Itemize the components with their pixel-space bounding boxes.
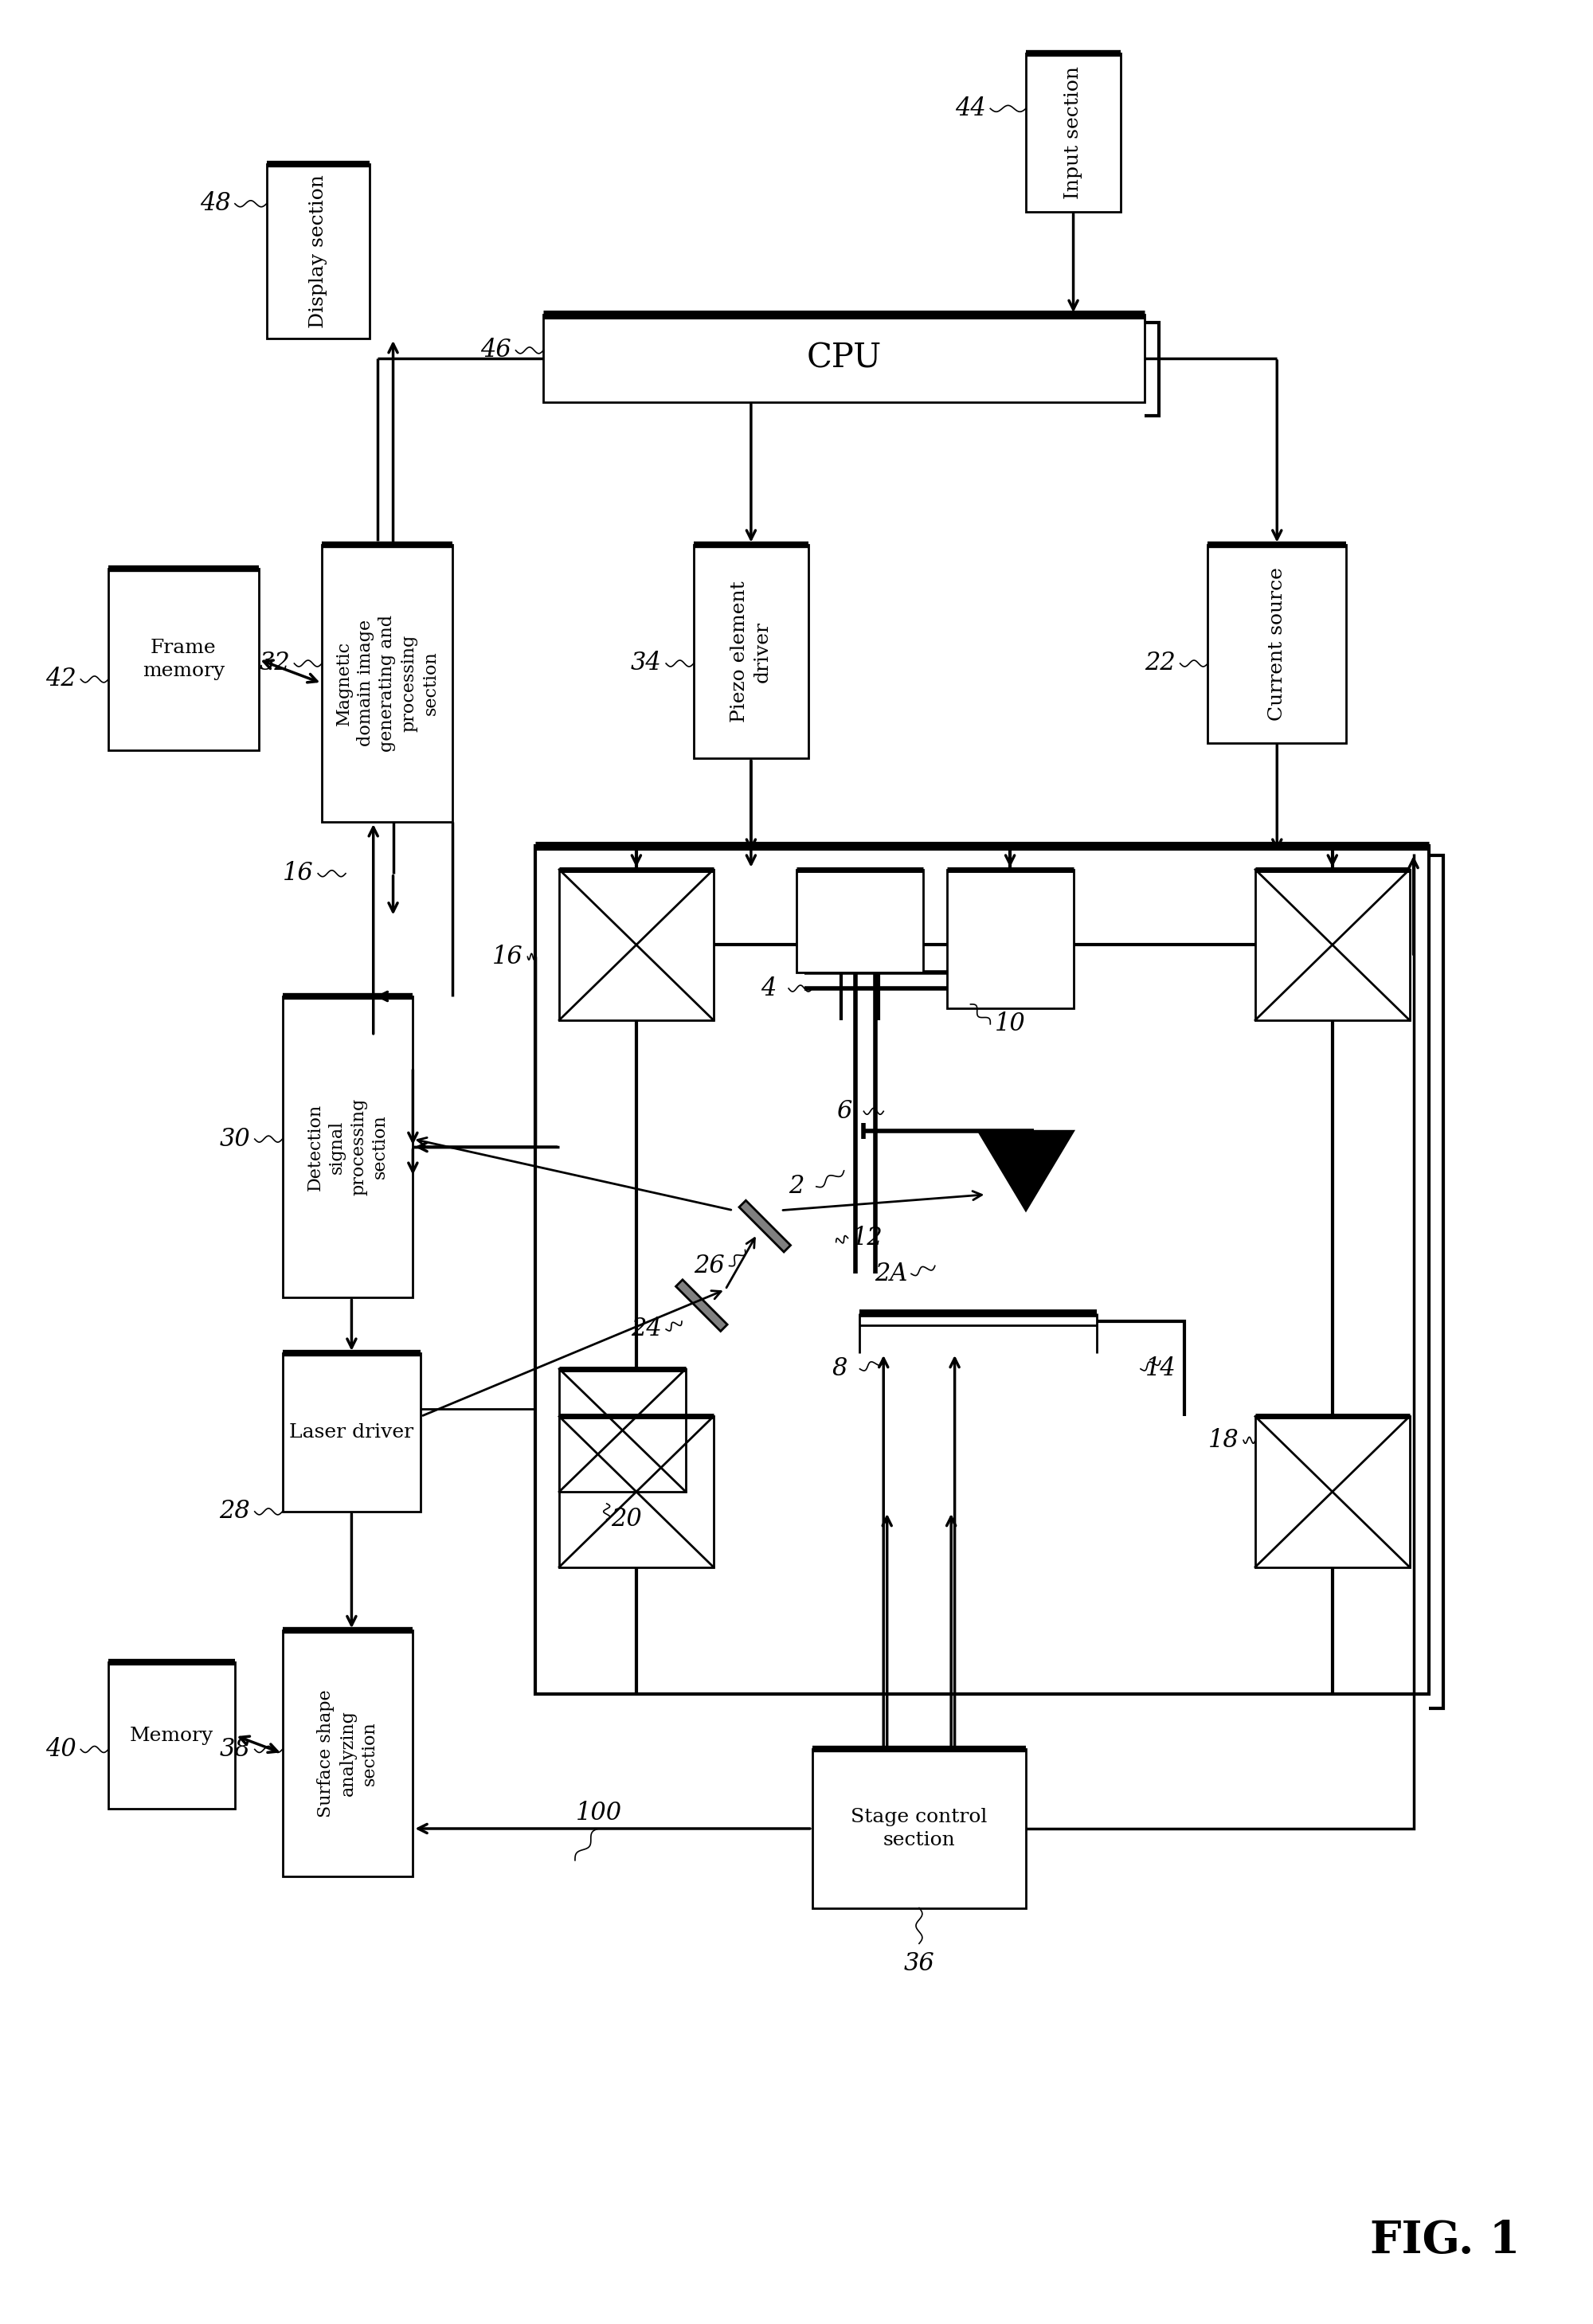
Text: Memory: Memory: [129, 1727, 213, 1745]
Text: Piezo element
driver: Piezo element driver: [731, 581, 771, 723]
Text: 4: 4: [761, 976, 776, 1002]
Text: 100: 100: [575, 1801, 621, 1824]
Text: 10: 10: [994, 1011, 1026, 1037]
Bar: [282, 1631, 413, 1875]
Text: Magnetic
domain image
generating and
processing
section: Magnetic domain image generating and pro…: [335, 616, 440, 751]
Text: CPU: CPU: [806, 342, 881, 374]
Text: 8: 8: [832, 1357, 847, 1380]
Text: 26: 26: [695, 1253, 725, 1278]
Text: Input section: Input section: [1064, 65, 1083, 200]
Text: 34: 34: [631, 651, 661, 676]
Bar: [559, 1415, 714, 1566]
Bar: [322, 544, 452, 823]
Text: 16: 16: [284, 862, 314, 885]
Bar: [559, 869, 714, 1020]
Bar: [1207, 544, 1346, 744]
Text: 2A: 2A: [875, 1262, 908, 1285]
Bar: [559, 1369, 685, 1492]
Bar: [282, 997, 413, 1297]
Text: Surface shape
analyzing
section: Surface shape analyzing section: [317, 1690, 378, 1817]
Text: 6: 6: [836, 1099, 852, 1122]
Text: Laser driver: Laser driver: [290, 1422, 414, 1441]
Bar: [1026, 53, 1121, 211]
Text: 38: 38: [220, 1736, 250, 1762]
Text: 42: 42: [46, 667, 76, 693]
Text: 44: 44: [956, 95, 986, 121]
Text: 28: 28: [220, 1499, 250, 1525]
Text: Stage control
section: Stage control section: [851, 1808, 988, 1850]
Bar: [535, 846, 1429, 1694]
Text: 30: 30: [220, 1127, 250, 1150]
Text: 2: 2: [789, 1174, 804, 1199]
Text: 18: 18: [1207, 1427, 1239, 1452]
Text: 46: 46: [481, 337, 511, 363]
Bar: [543, 314, 1144, 402]
Text: 40: 40: [46, 1736, 76, 1762]
Polygon shape: [978, 1132, 1074, 1211]
Text: 16: 16: [492, 944, 523, 969]
Text: Detection
signal
processing
section: Detection signal processing section: [306, 1099, 389, 1195]
Text: 48: 48: [199, 191, 231, 216]
Bar: [266, 165, 370, 339]
Bar: [946, 869, 1074, 1009]
Text: 12: 12: [852, 1225, 883, 1250]
Text: Display section: Display section: [309, 174, 327, 328]
Text: 14: 14: [1145, 1357, 1176, 1380]
Text: Frame
memory: Frame memory: [142, 639, 225, 681]
Text: 20: 20: [612, 1508, 642, 1532]
Polygon shape: [675, 1281, 728, 1332]
Text: 24: 24: [631, 1318, 661, 1341]
Bar: [693, 544, 808, 758]
Text: 36: 36: [903, 1952, 935, 1975]
Bar: [1255, 869, 1410, 1020]
Bar: [282, 1353, 421, 1511]
Bar: [796, 869, 922, 971]
Bar: [1255, 1415, 1410, 1566]
Polygon shape: [739, 1202, 790, 1253]
Bar: [108, 569, 258, 751]
Text: 22: 22: [1145, 651, 1176, 676]
Text: FIG. 1: FIG. 1: [1370, 2219, 1520, 2264]
Text: 32: 32: [260, 651, 290, 676]
Bar: [812, 1750, 1026, 1908]
Bar: [108, 1662, 234, 1808]
Text: Current source: Current source: [1268, 567, 1286, 720]
